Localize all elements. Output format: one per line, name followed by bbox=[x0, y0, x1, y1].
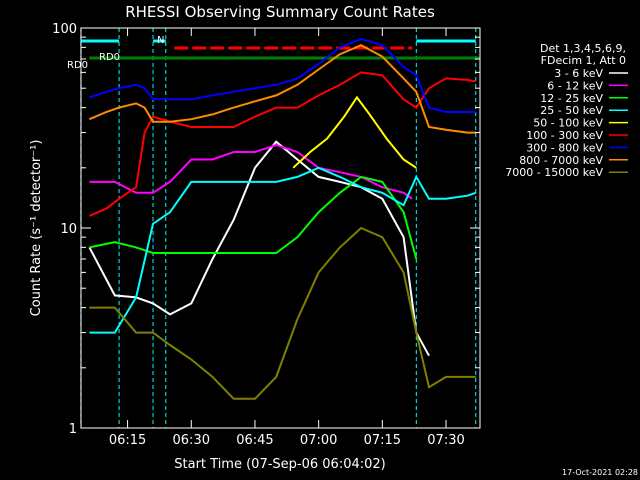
x-tick-label-3: 07:00 bbox=[300, 433, 337, 448]
annotation-0: N bbox=[157, 35, 164, 46]
series-line-1 bbox=[89, 143, 413, 200]
y-axis: 1 10 100 bbox=[52, 22, 480, 437]
y-tick-label-2: 100 bbox=[52, 22, 77, 37]
series-line-3 bbox=[89, 166, 477, 334]
legend-header-1: FDecim 1, Att 0 bbox=[541, 54, 626, 67]
legend-label-4: 50 - 100 keV bbox=[533, 117, 603, 130]
legend: Det 1,3,4,5,6,9,FDecim 1, Att 03 - 6 keV… bbox=[505, 42, 628, 179]
legend-label-3: 25 - 50 keV bbox=[540, 104, 603, 117]
series-line-0 bbox=[88, 140, 430, 357]
y-tick-label-0: 1 bbox=[69, 422, 77, 437]
legend-label-0: 3 - 6 keV bbox=[554, 67, 603, 80]
series-layer bbox=[88, 38, 477, 400]
legend-label-7: 800 - 7000 keV bbox=[519, 154, 603, 167]
x-axis-label: Start Time (07-Sep-06 06:04:02) bbox=[174, 457, 385, 472]
annotations: N RD0 RD0 bbox=[67, 35, 164, 71]
annotation-2: RD0 bbox=[67, 60, 88, 71]
x-tick-label-4: 07:15 bbox=[364, 433, 401, 448]
legend-label-8: 7000 - 15000 keV bbox=[505, 166, 603, 179]
legend-label-6: 300 - 800 keV bbox=[526, 141, 603, 154]
legend-label-1: 6 - 12 keV bbox=[547, 79, 603, 92]
timestamp: 17-Oct-2021 02:28 bbox=[562, 468, 638, 477]
legend-header-0: Det 1,3,4,5,6,9, bbox=[540, 42, 626, 55]
annotation-1: RD0 bbox=[99, 52, 120, 63]
series-line-2 bbox=[89, 175, 418, 260]
x-tick-label-0: 06:15 bbox=[109, 433, 146, 448]
legend-label-5: 100 - 300 keV bbox=[526, 129, 603, 142]
x-tick-label-2: 06:45 bbox=[236, 433, 273, 448]
x-tick-label-1: 06:30 bbox=[173, 433, 210, 448]
series-line-7 bbox=[89, 44, 476, 134]
series-line-8 bbox=[89, 226, 476, 400]
series-line-4 bbox=[292, 95, 417, 169]
y-tick-label-1: 10 bbox=[60, 222, 77, 237]
spacecraft-flags bbox=[80, 28, 480, 428]
series-line-6 bbox=[89, 38, 476, 113]
legend-label-2: 12 - 25 keV bbox=[540, 92, 603, 105]
x-axis: 06:15 06:30 06:45 07:00 07:15 07:30 bbox=[109, 28, 465, 448]
series-line-5 bbox=[89, 71, 476, 217]
chart-title: RHESSI Observing Summary Count Rates bbox=[125, 3, 435, 21]
y-axis-label: Count Rate (s⁻¹ detector⁻¹) bbox=[29, 140, 44, 317]
x-tick-label-5: 07:30 bbox=[427, 433, 464, 448]
